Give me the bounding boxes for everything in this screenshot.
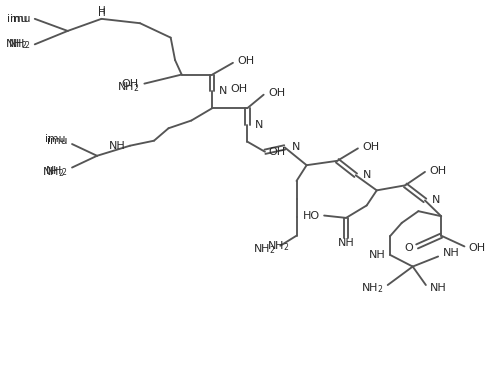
Text: NH: NH — [109, 141, 126, 151]
Text: OH: OH — [122, 78, 139, 89]
Text: HO: HO — [303, 211, 320, 221]
Text: N: N — [292, 142, 300, 153]
Text: NH$_2$: NH$_2$ — [42, 166, 65, 179]
Text: OH: OH — [268, 89, 285, 98]
Text: imu: imu — [10, 14, 31, 24]
Text: N: N — [363, 170, 371, 180]
Text: OH: OH — [268, 147, 285, 157]
Text: NH$_2$: NH$_2$ — [361, 282, 384, 295]
Text: NH: NH — [443, 248, 459, 258]
Text: OH: OH — [362, 142, 380, 152]
Text: imu: imu — [44, 134, 65, 144]
Text: OH: OH — [231, 84, 248, 94]
Text: OH: OH — [429, 166, 447, 176]
Text: NH$_2$: NH$_2$ — [267, 240, 290, 253]
Text: N: N — [432, 195, 440, 205]
Text: imu: imu — [47, 136, 68, 146]
Text: OH: OH — [237, 57, 254, 67]
Text: N: N — [219, 86, 228, 96]
Text: NH$_2$: NH$_2$ — [5, 38, 28, 51]
Text: N: N — [254, 120, 263, 130]
Text: H: H — [98, 9, 106, 19]
Text: O: O — [404, 243, 413, 253]
Text: H: H — [98, 6, 106, 16]
Text: OH: OH — [469, 243, 486, 253]
Text: NH$_2$: NH$_2$ — [253, 242, 276, 256]
Text: imu: imu — [7, 14, 28, 24]
Text: NH: NH — [338, 238, 354, 248]
Text: NH$_2$: NH$_2$ — [117, 80, 140, 94]
Text: NH$_2$: NH$_2$ — [45, 164, 68, 178]
Text: NH: NH — [369, 250, 386, 260]
Text: NH$_2$: NH$_2$ — [8, 38, 31, 51]
Text: NH: NH — [430, 283, 447, 294]
